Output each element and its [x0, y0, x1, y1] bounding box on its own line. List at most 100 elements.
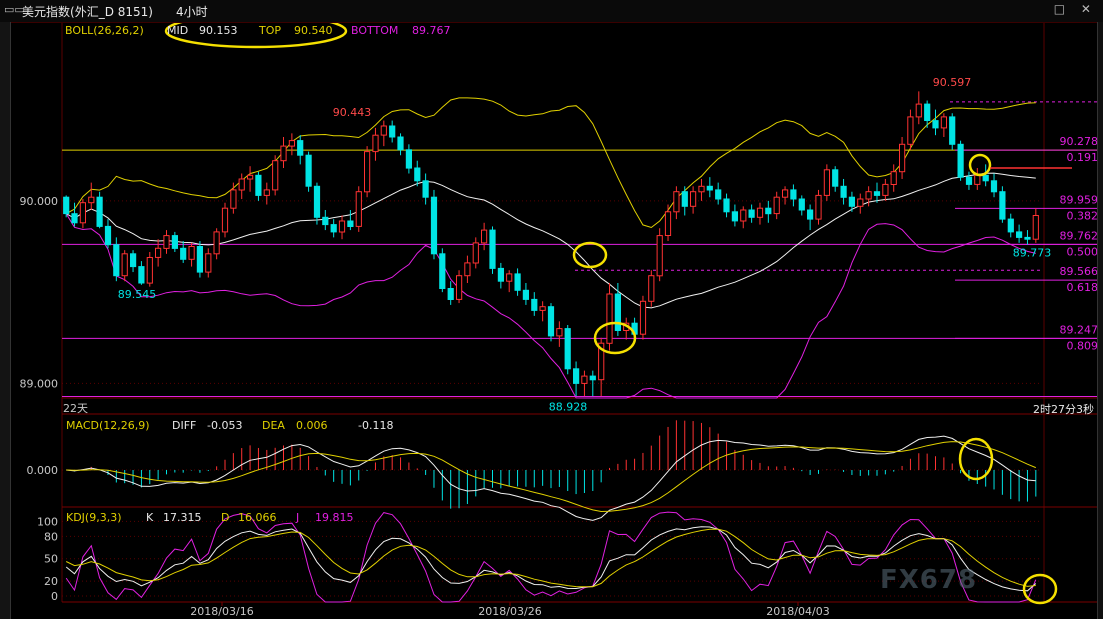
candle-body — [965, 176, 973, 185]
candle-body — [773, 196, 780, 215]
period-label[interactable]: 4小时 — [176, 5, 208, 19]
candle-body — [990, 180, 998, 193]
candle-body — [648, 275, 655, 302]
candle-body — [698, 185, 705, 193]
fib-ratio-label: 0.191 — [1067, 151, 1099, 164]
boll-middle-band — [65, 172, 1036, 309]
candle-body — [731, 211, 738, 222]
candle-body — [247, 174, 254, 180]
fib-ratio-label: 0.500 — [1067, 245, 1099, 258]
fib-ratio-label: 0.382 — [1067, 209, 1099, 222]
kdj-d-value: 16.066 — [238, 511, 277, 524]
kdj-layer: 100 80 50 20 0 2018/03/16 2018/03/26 2018/04/03 — [37, 511, 1040, 618]
kdj-y-tick: 20 — [44, 575, 58, 588]
annotation-ellipse — [958, 437, 994, 481]
candle-body — [564, 328, 571, 370]
candle-body — [639, 300, 647, 335]
kdj-indicator-name[interactable]: KDJ(9,3,3) — [66, 511, 122, 524]
candle-body — [280, 145, 287, 162]
candle-body — [857, 198, 864, 207]
kdj-d-label: D — [221, 511, 230, 524]
annotation-ellipse — [1022, 573, 1058, 605]
candle-body — [539, 306, 546, 311]
candle-body — [681, 191, 688, 207]
candle-body — [297, 140, 304, 156]
candle-body — [581, 375, 588, 384]
title-bar: ▭▭ 美元指数(外汇_D 8151) 4小时 □ ✕ — [0, 0, 1103, 23]
candle-body — [113, 244, 120, 277]
kdj-j-value: 19.815 — [315, 511, 354, 524]
candle-body — [205, 253, 212, 273]
kdj-k-value: 17.315 — [163, 511, 202, 524]
kdj-j-line — [65, 511, 1037, 603]
candle-body — [414, 167, 421, 182]
candle-body — [974, 174, 981, 185]
fib-ratio-label: 0.809 — [1067, 339, 1099, 352]
date-tick-label: 2018/03/26 — [478, 605, 541, 618]
candle-body — [589, 375, 596, 381]
candle-body — [656, 235, 663, 277]
candle-body — [389, 125, 396, 138]
candle-body — [180, 247, 187, 260]
candle-body — [71, 213, 78, 224]
candle-body — [573, 368, 580, 384]
candle-body — [255, 174, 262, 196]
candle-body — [338, 220, 346, 233]
macd-dea-label: DEA — [262, 419, 285, 432]
candle-body — [305, 154, 312, 187]
left-sidebar-rail[interactable] — [0, 22, 11, 619]
candle-body — [907, 116, 914, 145]
candle-body — [196, 246, 204, 273]
candle-body — [547, 306, 555, 337]
candle-body — [915, 103, 922, 118]
days-marker: 22天 — [63, 402, 88, 415]
menu-icon[interactable]: ▭▭ — [4, 3, 25, 16]
candle-body — [715, 189, 722, 200]
candle-body — [188, 246, 195, 260]
candle-body — [782, 189, 789, 198]
price-y-tick: 90.000 — [20, 195, 59, 208]
price-extreme-label: 89.773 — [1013, 246, 1052, 259]
candle-body — [130, 253, 137, 268]
candle-body — [489, 229, 496, 269]
candle-body — [1016, 231, 1023, 238]
fib-value-label: 89.566 — [1060, 265, 1099, 278]
candle-body — [957, 143, 964, 178]
candle-body — [79, 202, 87, 224]
candle-body — [598, 342, 605, 381]
boll-mid-value: 90.153 — [199, 24, 238, 37]
candle-body — [531, 298, 538, 311]
macd-indicator-name[interactable]: MACD(12,26,9) — [66, 419, 150, 432]
candle-body — [807, 209, 814, 220]
annotation-ellipse — [968, 153, 992, 177]
candle-body — [63, 196, 70, 215]
candle-body — [514, 273, 521, 291]
boll-indicator-name[interactable]: BOLL(26,26,2) — [65, 24, 144, 37]
instrument-title: 美元指数(外汇_D 8151) — [22, 3, 153, 20]
candle-body — [740, 209, 747, 222]
candle-body — [380, 125, 387, 136]
kdj-d-line — [65, 528, 1036, 588]
right-scrollbar[interactable] — [1097, 22, 1103, 619]
candle-body — [765, 207, 772, 215]
boll-upper-band — [65, 97, 1036, 229]
candle-body — [146, 257, 153, 284]
kdj-y-tick: 0 — [51, 590, 58, 603]
candle-body — [882, 183, 889, 196]
candle-body — [706, 185, 713, 191]
kdj-k-label: K — [146, 511, 154, 524]
candle-body — [606, 293, 613, 344]
boll-bottom-label: BOTTOM — [351, 24, 399, 37]
candle-body — [832, 169, 839, 187]
candle-body — [355, 191, 362, 227]
reference-lines-layer: 90.278 0.191 89.959 0.382 89.762 0.500 89.566 0… — [62, 101, 1100, 398]
annotation-ellipse — [572, 241, 608, 269]
window-controls-icon[interactable]: □ ✕ — [1053, 2, 1097, 16]
candle-body — [397, 136, 404, 151]
candle-body — [890, 171, 897, 185]
fib-ratio-label: 0.618 — [1067, 281, 1099, 294]
boll-lower-band — [65, 213, 1036, 399]
kdj-k-line — [65, 526, 1037, 592]
candle-body — [347, 220, 354, 227]
